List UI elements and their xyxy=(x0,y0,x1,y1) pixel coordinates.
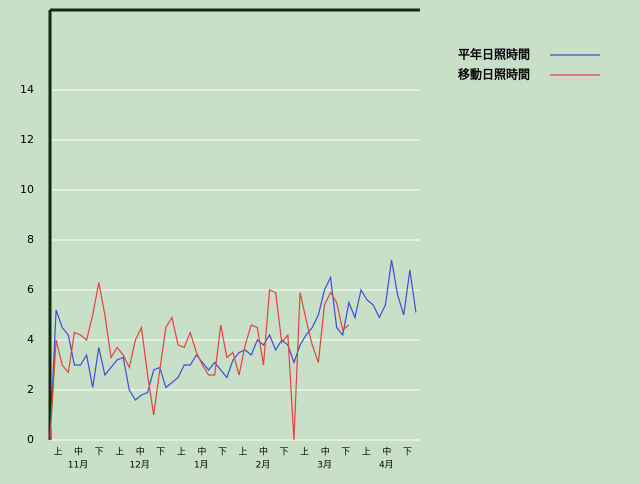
y-tick-label: 4 xyxy=(27,333,34,346)
y-tick-label: 14 xyxy=(20,83,34,96)
x-tick-label: 下 xyxy=(341,448,350,458)
x-tick-label: 上 xyxy=(238,447,247,458)
month-label: 12月 xyxy=(129,460,149,471)
y-tick-label: 8 xyxy=(27,233,34,246)
x-tick-label: 上 xyxy=(362,447,371,458)
month-label: 2月 xyxy=(256,460,271,471)
x-tick-label: 下 xyxy=(156,448,165,458)
month-label: 11月 xyxy=(68,460,88,471)
x-tick-label: 中 xyxy=(259,446,268,458)
month-label: 4月 xyxy=(379,460,394,471)
y-tick-label: 6 xyxy=(27,283,34,296)
x-tick-label: 下 xyxy=(280,448,289,458)
x-tick-label: 上 xyxy=(115,447,124,458)
x-tick-label: 上 xyxy=(53,447,62,458)
x-tick-label: 下 xyxy=(403,448,412,458)
x-tick-label: 中 xyxy=(197,446,206,458)
x-tick-label: 中 xyxy=(321,446,330,458)
y-tick-label: 10 xyxy=(20,183,34,196)
x-tick-label: 下 xyxy=(95,448,104,458)
legend-label: 平年日照時間 xyxy=(458,47,530,62)
x-tick-label: 下 xyxy=(218,448,227,458)
y-tick-label: 0 xyxy=(27,433,34,446)
x-tick-label: 中 xyxy=(136,446,145,458)
legend-label: 移動日照時間 xyxy=(458,67,530,82)
x-tick-label: 上 xyxy=(177,447,186,458)
month-label: 3月 xyxy=(317,460,332,471)
y-tick-label: 12 xyxy=(20,133,34,146)
month-label: 1月 xyxy=(194,460,209,471)
x-tick-label: 中 xyxy=(74,446,83,458)
series-line xyxy=(49,259,417,441)
series-line xyxy=(49,282,350,441)
x-tick-label: 中 xyxy=(382,446,391,458)
x-tick-label: 上 xyxy=(300,447,309,458)
y-tick-label: 2 xyxy=(27,383,34,396)
